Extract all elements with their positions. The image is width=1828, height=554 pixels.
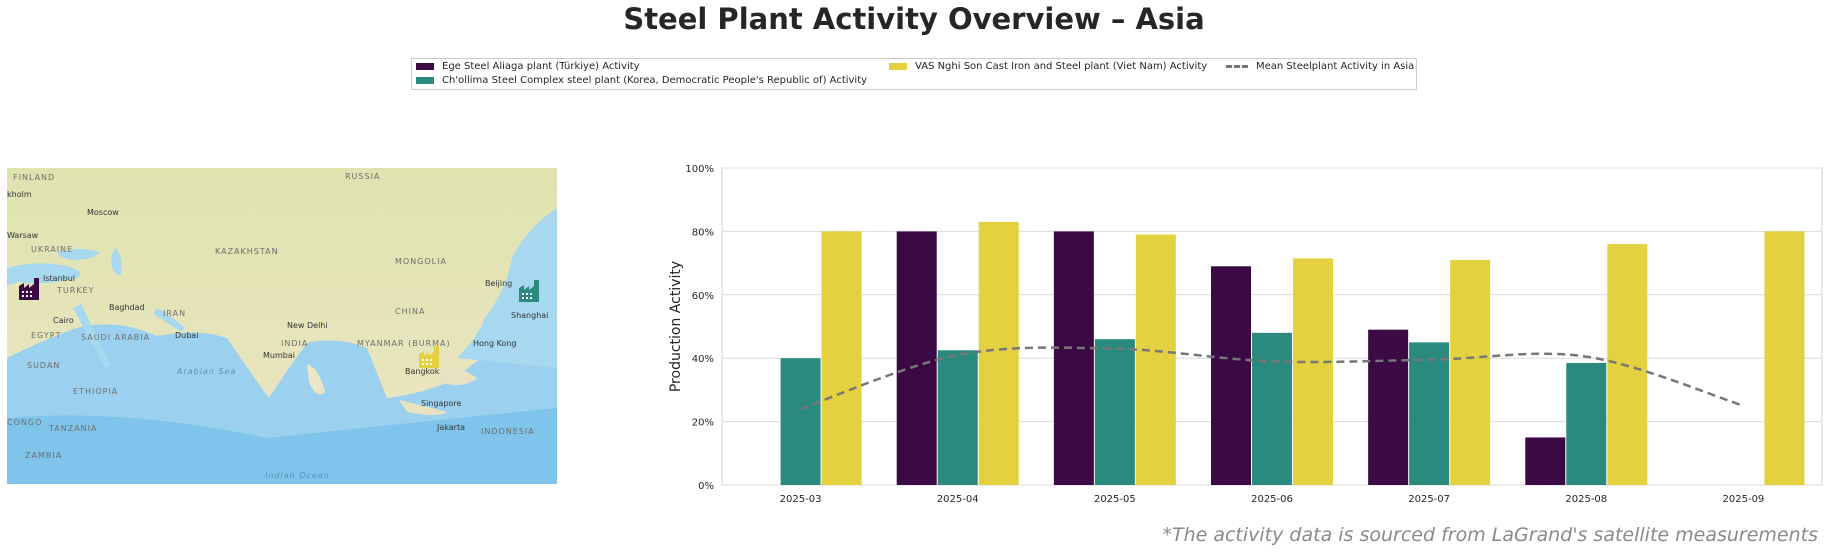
x-tick-label: 2025-07 [1408,494,1450,505]
factory-icon [19,278,39,300]
map-place-6: KAZAKHSTAN [215,247,279,256]
map-place-31: INDONESIA [481,427,535,436]
mean-activity-line [800,346,1744,411]
x-tick-label: 2025-08 [1565,494,1607,505]
bar [1764,231,1805,485]
map-place-20: INDIA [281,339,308,348]
asia-map: FINLAND kholm Moscow RUSSIA Warsaw UKRAI… [7,168,557,484]
map-place-25: Arabian Sea [176,367,236,376]
map-place-29: TANZANIA [48,424,98,433]
legend-swatch-ege [416,63,434,70]
map-place-22: Hong Kong [473,339,517,348]
legend-item-vas: VAS Nghi Son Cast Iron and Steel plant (… [889,61,1207,72]
legend-item-mean: Mean Steelplant Activity in Asia [1226,61,1414,72]
map-place-13: CHINA [395,307,425,316]
bar [1211,266,1251,485]
factory-icon [519,280,539,302]
map-place-26: Bangkok [405,367,440,376]
map-place-18: Dubai [175,331,198,340]
y-tick-label: 20% [692,418,714,429]
map-place-19: New Delhi [287,321,328,330]
chart-title: Steel Plant Activity Overview – Asia [623,2,1205,36]
bar [1368,329,1409,485]
map-place-11: Baghdad [109,303,145,312]
map-place-3: RUSSIA [345,172,380,181]
y-tick-label: 0% [698,481,714,492]
bar [821,231,862,485]
map-place-24: SUDAN [27,361,60,370]
bar [1252,332,1292,485]
map-place-16: EGYPT [31,331,61,340]
map-place-5: UKRAINE [31,245,73,254]
bar [1525,437,1566,485]
map-place-2: Moscow [87,208,119,217]
bar [1293,258,1333,485]
map-place-7: MONGOLIA [395,257,447,266]
x-tick-label: 2025-09 [1723,494,1765,505]
map-place-8: Istanbul [43,274,75,283]
map-place-1: kholm [7,190,32,199]
chart-legend: Ege Steel Aliaga plant (Türkiye) Activit… [411,58,1417,90]
footnote: *The activity data is sourced from LaGra… [1162,524,1818,546]
bar [1450,259,1491,485]
map-place-23: Mumbai [263,351,295,360]
map-place-30: Jakarta [436,423,465,432]
map-place-32: ZAMBIA [25,451,62,460]
legend-swatch-vas [889,63,907,70]
map-place-0: FINLAND [13,173,55,182]
bar [1409,342,1450,485]
map-canvas: FINLAND kholm Moscow RUSSIA Warsaw UKRAI… [7,168,557,484]
y-tick-label: 80% [692,227,714,238]
x-tick-label: 2025-05 [1094,494,1136,505]
bar [937,350,978,485]
bar [896,231,937,485]
map-place-15: Cairo [53,316,74,325]
x-tick-label: 2025-04 [937,494,979,505]
legend-swatch-chollima [416,77,434,84]
map-place-12: IRAN [163,309,186,318]
legend-item-ege: Ege Steel Aliaga plant (Türkiye) Activit… [416,61,640,72]
bar [1135,234,1176,485]
bar [780,358,821,485]
x-tick-label: 2025-03 [780,494,822,505]
map-place-28: Singapore [421,399,461,408]
map-place-21: MYANMAR (BURMA) [357,339,451,348]
legend-label-vas: VAS Nghi Son Cast Iron and Steel plant (… [915,61,1208,72]
map-place-34: CONGO [7,418,42,427]
y-tick-label: 60% [692,291,714,302]
map-place-17: SAUDI ARABIA [81,333,150,342]
map-place-14: Shanghai [511,311,548,320]
map-place-10: Beijing [485,279,512,288]
x-tick-label: 2025-06 [1251,494,1293,505]
map-place-27: ETHIOPIA [73,387,118,396]
bar [1094,339,1135,485]
y-axis-label: Production Activity [668,261,684,392]
bar [978,221,1019,485]
y-tick-label: 100% [685,164,714,175]
factory-icon [419,346,439,368]
legend-label-chollima: Ch'ollima Steel Complex steel plant (Kor… [442,75,868,86]
map-place-9: TURKEY [56,286,95,295]
map-place-4: Warsaw [7,231,39,240]
y-tick-label: 40% [692,354,714,365]
legend-dash-mean [1226,65,1248,68]
legend-label-ege: Ege Steel Aliaga plant (Türkiye) Activit… [442,61,640,72]
activity-chart: 0% 20% 40% 60% 80% 100% Production Activity 202… [668,164,1823,505]
legend-label-mean: Mean Steelplant Activity in Asia [1256,61,1415,72]
map-place-33: Indian Ocean [265,471,330,480]
bar [1053,231,1094,485]
legend-item-chollima: Ch'ollima Steel Complex steel plant (Kor… [416,75,867,86]
bar [1566,362,1607,485]
